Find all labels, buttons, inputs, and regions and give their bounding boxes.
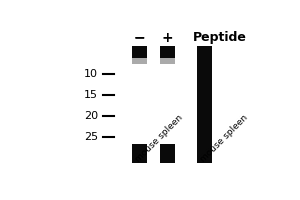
Bar bbox=[132, 144, 147, 163]
Text: 15: 15 bbox=[84, 90, 98, 100]
Text: 10: 10 bbox=[84, 69, 98, 79]
Bar bbox=[160, 58, 175, 64]
Bar bbox=[160, 46, 175, 64]
Text: +: + bbox=[162, 31, 173, 45]
Text: −: − bbox=[134, 31, 146, 45]
Text: mouse spleen: mouse spleen bbox=[134, 113, 184, 164]
Bar bbox=[132, 64, 147, 144]
Text: 25: 25 bbox=[84, 132, 98, 142]
Text: 20: 20 bbox=[84, 111, 98, 121]
Text: mouse spleen: mouse spleen bbox=[199, 113, 250, 164]
Bar bbox=[197, 46, 212, 163]
Bar bbox=[160, 144, 175, 163]
Bar bbox=[132, 58, 147, 64]
Text: −: − bbox=[134, 31, 146, 45]
Text: Peptide: Peptide bbox=[193, 31, 247, 44]
Bar bbox=[132, 46, 147, 64]
Bar bbox=[160, 64, 175, 144]
